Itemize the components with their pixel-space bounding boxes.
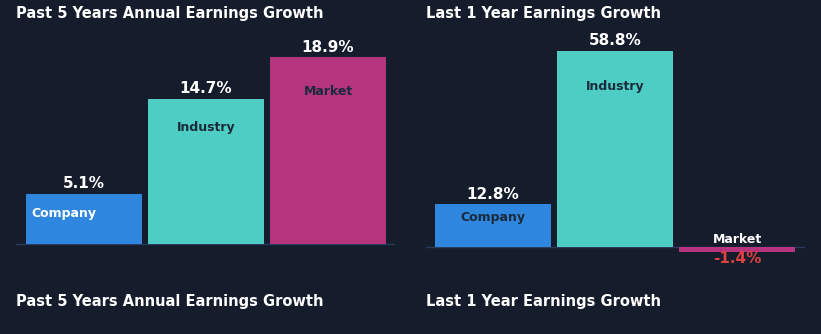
Text: 14.7%: 14.7% xyxy=(180,81,232,97)
Text: 12.8%: 12.8% xyxy=(466,187,519,202)
Text: Company: Company xyxy=(31,207,96,220)
Text: Past 5 Years Annual Earnings Growth: Past 5 Years Annual Earnings Growth xyxy=(16,294,324,309)
Text: 18.9%: 18.9% xyxy=(302,40,355,55)
Text: Market: Market xyxy=(304,86,353,99)
Text: 58.8%: 58.8% xyxy=(589,33,641,48)
Bar xyxy=(25,194,142,244)
Bar xyxy=(148,99,264,244)
Text: Industry: Industry xyxy=(586,80,644,93)
Text: Company: Company xyxy=(461,211,525,224)
Bar xyxy=(679,247,796,252)
Text: 5.1%: 5.1% xyxy=(62,176,104,191)
Text: -1.4%: -1.4% xyxy=(713,251,762,266)
Bar xyxy=(557,51,673,247)
Text: Last 1 Year Earnings Growth: Last 1 Year Earnings Growth xyxy=(425,6,661,21)
Bar xyxy=(435,204,551,247)
Text: Market: Market xyxy=(713,233,762,246)
Text: Last 1 Year Earnings Growth: Last 1 Year Earnings Growth xyxy=(425,294,661,309)
Text: Industry: Industry xyxy=(177,121,235,134)
Bar xyxy=(270,57,386,244)
Text: Past 5 Years Annual Earnings Growth: Past 5 Years Annual Earnings Growth xyxy=(16,6,324,21)
